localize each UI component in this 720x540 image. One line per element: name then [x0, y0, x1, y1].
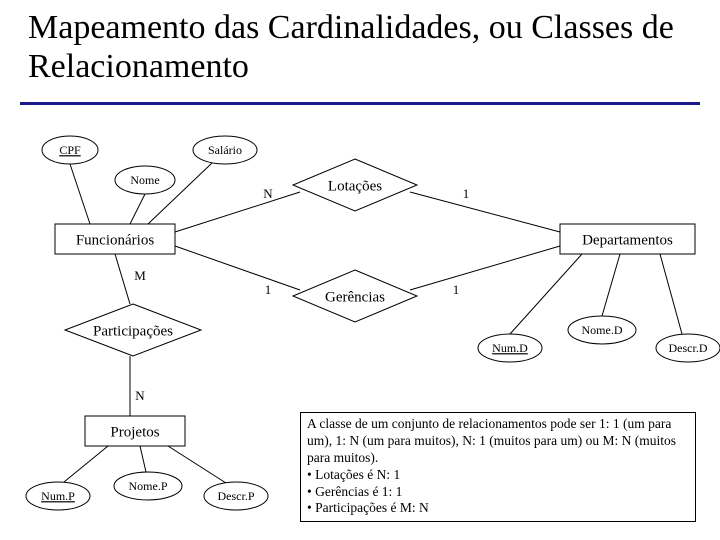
svg-text:Descr.P: Descr.P	[218, 489, 255, 503]
svg-text:Descr.D: Descr.D	[669, 341, 708, 355]
svg-text:N: N	[263, 186, 273, 201]
explain-bullet-2: • Gerências é 1: 1	[307, 484, 689, 501]
svg-text:Num.D: Num.D	[492, 341, 528, 355]
svg-text:1: 1	[453, 282, 460, 297]
svg-text:Funcionários: Funcionários	[76, 232, 154, 248]
svg-text:CPF: CPF	[59, 143, 81, 157]
svg-text:Lotações: Lotações	[328, 178, 382, 194]
svg-text:Num.P: Num.P	[41, 489, 75, 503]
svg-text:Projetos: Projetos	[110, 424, 159, 440]
svg-text:M: M	[134, 268, 146, 283]
svg-text:Nome.D: Nome.D	[582, 323, 623, 337]
svg-text:Departamentos: Departamentos	[582, 232, 673, 248]
explain-intro: A classe de um conjunto de relacionament…	[307, 416, 689, 467]
svg-text:1: 1	[463, 186, 470, 201]
svg-text:Salário: Salário	[208, 143, 242, 157]
svg-text:N: N	[135, 388, 145, 403]
svg-text:Nome.P: Nome.P	[129, 479, 168, 493]
svg-text:Participações: Participações	[93, 323, 173, 339]
svg-text:Nome: Nome	[130, 173, 159, 187]
explain-bullet-3: • Participações é M: N	[307, 500, 689, 517]
svg-text:Gerências: Gerências	[325, 289, 385, 305]
svg-text:1: 1	[265, 282, 272, 297]
explain-bullet-1: • Lotações é N: 1	[307, 467, 689, 484]
explanation-box: A classe de um conjunto de relacionament…	[300, 412, 696, 522]
